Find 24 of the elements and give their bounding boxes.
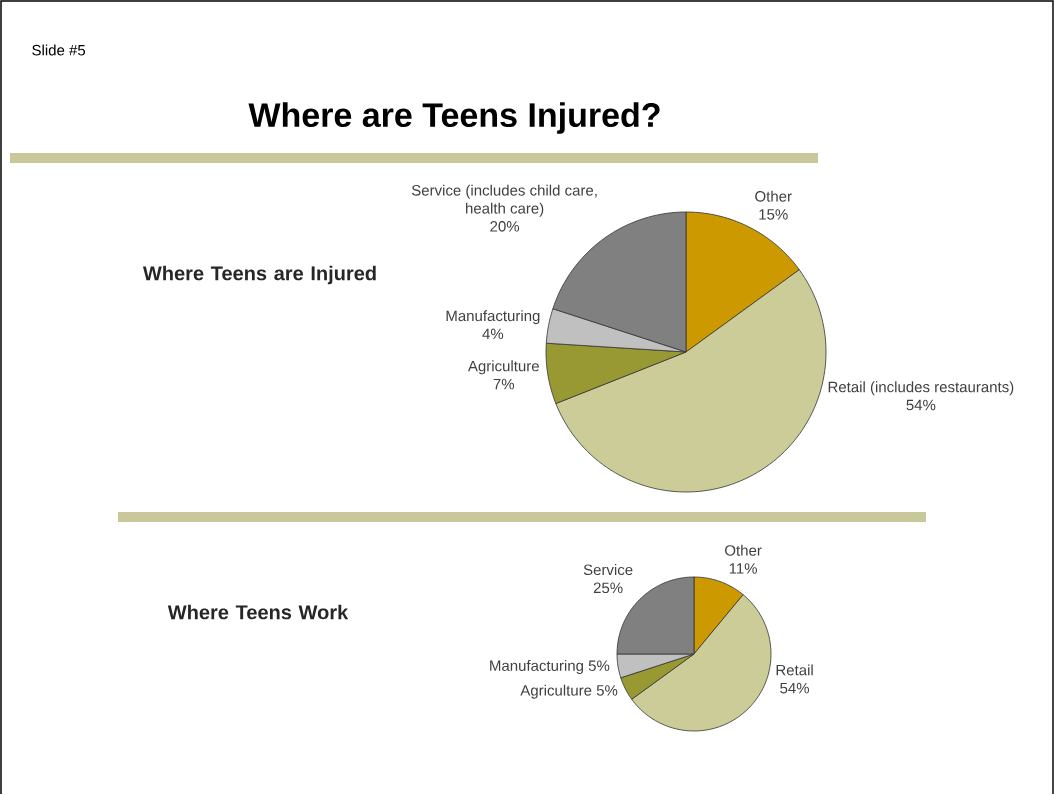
slice-label: Agriculture	[467, 360, 539, 375]
data-label: 11%	[729, 563, 757, 574]
data-label: 20%	[490, 221, 520, 232]
slice-label: Service	[583, 564, 633, 576]
data-label: 4%	[482, 328, 504, 340]
data-label: 54%	[906, 399, 936, 411]
slice-label: Retail (includes restaurants)	[828, 381, 1014, 396]
text: Slide #5	[32, 44, 86, 56]
data-label: 15%	[759, 209, 788, 220]
slice-label: Other	[725, 544, 762, 556]
slice-label: Retail	[776, 664, 813, 676]
text: Where Teens are Injured	[142, 265, 376, 285]
data-label: 7%	[493, 378, 515, 390]
data-label: 25%	[593, 582, 623, 594]
slice-label: Other	[755, 190, 792, 202]
slice-label: Manufacturing	[490, 660, 583, 675]
data-label: 5%	[588, 660, 610, 672]
data-label: 54%	[780, 682, 810, 694]
data-label: 5%	[596, 685, 618, 696]
text: Where Teens Work	[167, 604, 349, 620]
slice-label: Service (includes child care, health care)	[411, 184, 597, 217]
slice-label: Manufacturing	[446, 310, 540, 325]
text: Where are Teens Injured?	[248, 102, 660, 134]
slice-label: Agriculture	[520, 684, 592, 699]
